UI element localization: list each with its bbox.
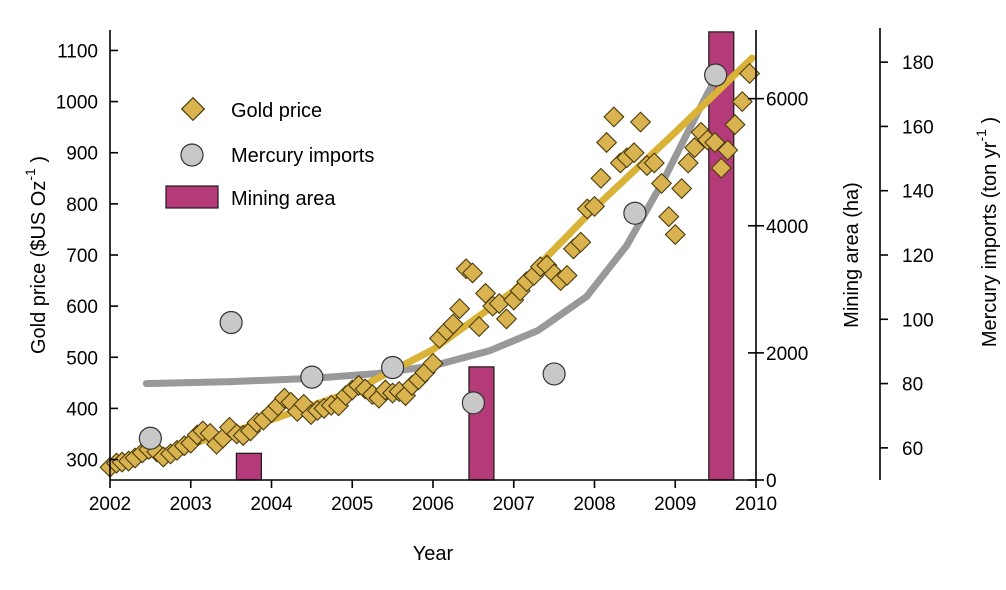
data-points (99, 62, 761, 478)
gold-price-point (684, 137, 706, 159)
mining-area-tick-label: 0 (766, 471, 777, 492)
gold-price-ticks: 300 400 500 600 700 800 900 1000 1100 (56, 41, 118, 472)
mercury-imports-point (461, 391, 485, 415)
gold-price-point (596, 131, 618, 154)
gold-price-tick-label: 600 (66, 297, 98, 318)
gold-price-point (704, 131, 726, 154)
gold-price-fit-curve (106, 54, 756, 470)
mining-area-bars (235, 31, 735, 481)
mercury-imports-tick-label: 120 (902, 246, 934, 267)
mining-area-tick-label: 6000 (766, 90, 808, 111)
mercury-imports-point (704, 63, 728, 87)
mining-area-tick-label: 2000 (766, 344, 808, 365)
gold-price-point (583, 195, 606, 217)
gold-price-tick-label: 900 (66, 144, 98, 165)
mercury-imports-tick-label: 80 (902, 375, 923, 396)
mercury-imports-ticks: 60 80 100 120 140 160 180 (880, 53, 934, 460)
gold-price-point (710, 157, 732, 179)
mercury-imports-point (381, 355, 405, 380)
gold-price-tick-label: 400 (66, 399, 98, 420)
year-axis: 2002 2003 2004 2005 2006 2007 2008 2009 2010 Yea… (89, 479, 777, 565)
fit-curves (106, 54, 756, 470)
gold-price-point (623, 142, 645, 164)
gold-price-point (650, 172, 673, 194)
gold-price-axis: 300 400 500 600 700 800 900 1000 1100 Gold price… (22, 30, 118, 480)
year-tick-label: 2007 (493, 494, 535, 515)
gold-price-point (629, 111, 652, 133)
gold-price-point (556, 264, 578, 287)
year-tick-label: 2010 (735, 494, 777, 515)
gold-price-tick-label: 1100 (57, 41, 98, 62)
year-axis-title: Year (413, 543, 454, 565)
mercury-imports-point (300, 365, 324, 389)
gold-price-point (671, 177, 693, 200)
gold-price-point (664, 223, 686, 246)
gold-price-tick-label: 800 (66, 195, 98, 216)
gold-price-tick-label: 500 (66, 348, 98, 369)
mercury-imports-tick-label: 140 (902, 182, 934, 203)
gold-price-tick-label: 300 (66, 451, 98, 472)
gold-price-tick-label: 700 (66, 246, 98, 267)
year-tick-label: 2006 (412, 494, 454, 515)
mercury-imports-tick-label: 180 (902, 53, 934, 74)
gold-price-point (461, 262, 484, 284)
gold-price-point (677, 152, 699, 174)
legend-gold-price-label: Gold price (231, 100, 322, 122)
mercury-imports-point (219, 310, 243, 335)
legend-mining-area-label: Mining area (231, 188, 336, 210)
mining-area-bar (468, 366, 495, 481)
mercury-imports-axis: 60 80 100 120 140 160 180 Mercury imports (ton… (879, 28, 1001, 480)
gold-price-point (570, 231, 592, 253)
legend-mining-area-marker (165, 185, 219, 209)
legend-mercury-imports-label: Mercury imports (231, 145, 374, 167)
gold-price-axis-title: Gold price ($US Oz-1 ) (22, 156, 50, 354)
gold-price-point (449, 298, 471, 320)
legend-mercury-imports-marker (180, 143, 204, 167)
gold-price-point (590, 167, 612, 189)
mercury-imports-tick-label: 160 (902, 117, 934, 138)
mining-area-ticks: 0 2000 4000 6000 (748, 90, 808, 492)
gold-price-point (422, 352, 444, 374)
mining-area-axis: 0 2000 4000 6000 Mining area (ha) (748, 30, 863, 492)
gold-price-point (658, 206, 680, 228)
mercury-imports-tick-label: 60 (902, 439, 923, 460)
year-tick-label: 2002 (89, 494, 131, 515)
mining-area-bar (235, 452, 262, 481)
gold-price-tick-label: 1000 (56, 93, 98, 114)
legend-gold-price-marker (180, 96, 206, 122)
gold-price-point (717, 139, 739, 161)
gold-price-point (603, 106, 625, 128)
year-ticks: 2002 2003 2004 2005 2006 2007 2008 2009 2010 (89, 480, 777, 515)
mercury-imports-point (138, 426, 162, 450)
mining-area-tick-label: 4000 (766, 217, 808, 238)
gold-price-point (731, 91, 753, 113)
mining-area-axis-title: Mining area (ha) (841, 182, 863, 328)
mercury-imports-point (542, 362, 566, 386)
year-tick-label: 2003 (170, 494, 212, 515)
legend: Gold price Mercury imports Mining area (165, 96, 374, 210)
mercury-imports-point (623, 201, 647, 225)
mercury-imports-tick-label: 100 (902, 310, 934, 331)
mercury-imports-axis-title: Mercury imports (ton yr-1 ) (973, 117, 1001, 347)
gold-price-point (442, 313, 464, 335)
gold-price-point (495, 308, 518, 330)
gold-price-point (643, 152, 665, 174)
year-tick-label: 2009 (654, 494, 696, 515)
year-tick-label: 2005 (331, 494, 373, 515)
gold-price-point (468, 316, 490, 338)
year-tick-label: 2008 (573, 494, 615, 515)
gold-price-point (724, 114, 746, 136)
year-tick-label: 2004 (250, 494, 293, 515)
